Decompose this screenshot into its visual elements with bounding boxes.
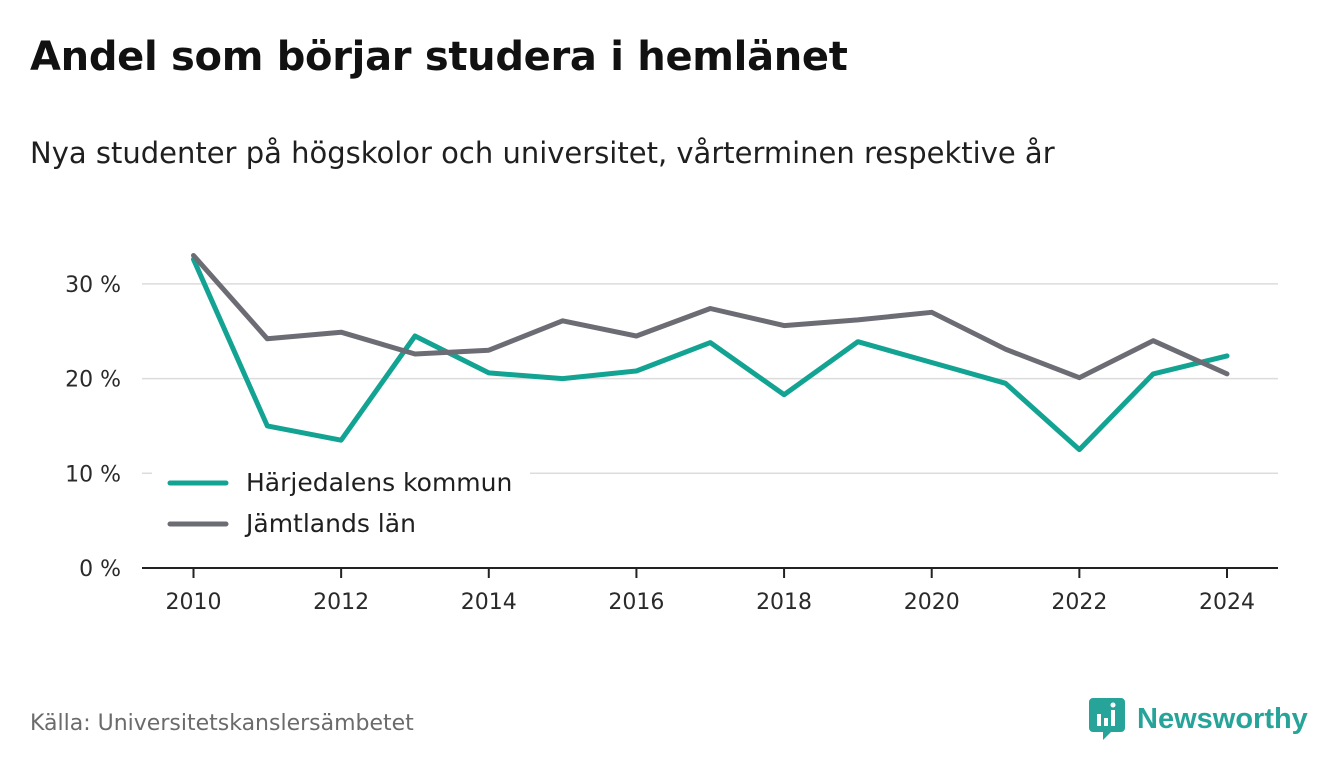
legend-label-0: Härjedalens kommun: [246, 468, 512, 497]
y-tick-label: 0 %: [79, 557, 121, 582]
x-tick-label: 2020: [904, 590, 960, 615]
series-line-0: [191, 256, 1230, 453]
series-line-1: [191, 253, 1230, 381]
x-tick-label: 2010: [166, 590, 222, 615]
legend-background: [152, 458, 530, 552]
chart-subtitle: Nya studenter på högskolor och universit…: [30, 136, 1055, 170]
source-note: Källa: Universitetskanslersämbetet: [30, 711, 414, 736]
y-tick-label: 20 %: [65, 368, 121, 393]
newsworthy-logo[interactable]: Newsworthy: [1089, 698, 1308, 740]
x-tick-label: 2018: [756, 590, 812, 615]
newsworthy-bar-chart-icon: [1089, 698, 1125, 740]
logo-text: Newsworthy: [1137, 702, 1308, 735]
chart-title: Andel som börjar studera i hemlänet: [30, 34, 848, 80]
x-tick-label: 2016: [608, 590, 664, 615]
line-chart: 0 % 10 % 20 % 30 % 2010 2012 2014 2016 2018 2020 2…: [65, 253, 1278, 615]
x-tick-label: 2014: [461, 590, 517, 615]
x-tick-label: 2012: [313, 590, 369, 615]
legend-label-1: Jämtlands län: [244, 509, 416, 538]
y-tick-label: 10 %: [65, 462, 121, 487]
x-tick-label: 2022: [1051, 590, 1107, 615]
x-tick-label: 2024: [1199, 590, 1255, 615]
y-tick-label: 30 %: [65, 273, 121, 298]
